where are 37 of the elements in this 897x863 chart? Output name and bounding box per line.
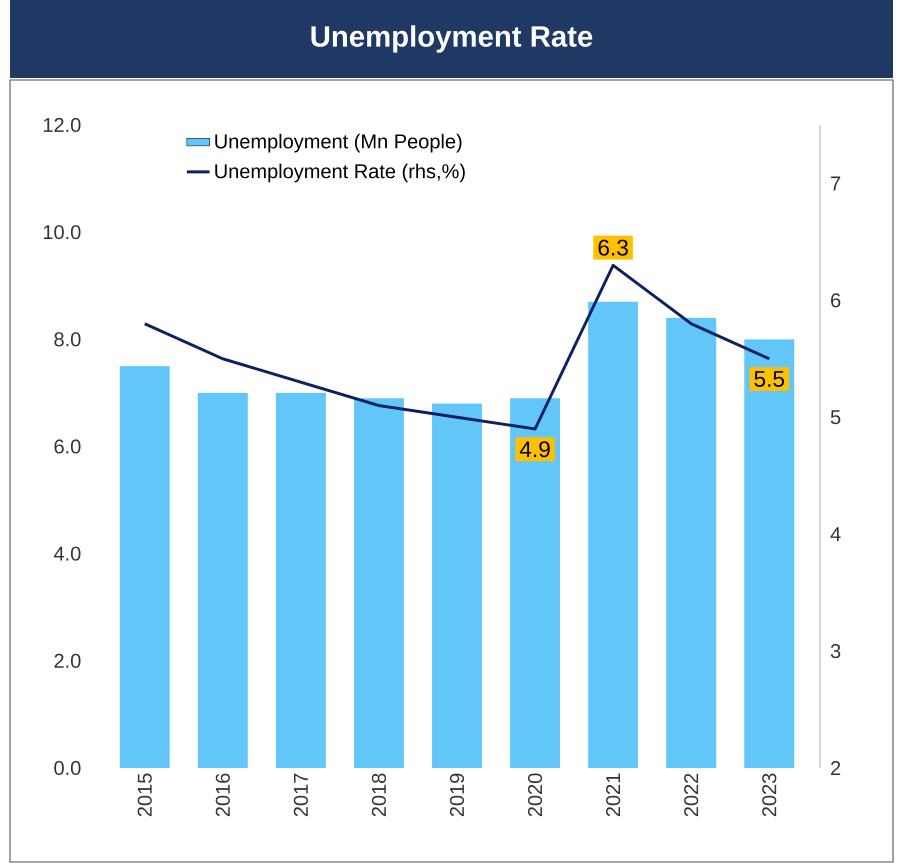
data-label: 5.5 [754, 371, 784, 387]
y-tick-label: 0.0 [54, 760, 80, 776]
y-tick-label: 2.0 [54, 654, 80, 668]
x-tick-label: 2015 [138, 774, 152, 816]
y2-tick-label: 7 [831, 176, 840, 190]
y2-tick-label: 3 [830, 644, 840, 658]
y2-tick-label: 4 [830, 527, 841, 542]
bar [432, 404, 482, 768]
chart-title: Unemployment Rate [311, 25, 592, 53]
y-tick-label: 12.0 [44, 118, 80, 132]
x-tick-label: 2021 [606, 774, 620, 816]
y2-tick-label: 2 [831, 761, 840, 775]
y-tick-label: 6.0 [54, 439, 80, 454]
bar [666, 318, 716, 768]
bar [744, 339, 794, 768]
x-tick-label: 2023 [762, 774, 776, 816]
x-tick-label: 2020 [528, 774, 542, 816]
bar [120, 366, 170, 768]
bar [510, 398, 560, 768]
y2-tick-label: 6 [831, 293, 840, 308]
x-tick-label: 2019 [450, 774, 464, 816]
y2-tick-label: 5 [830, 410, 840, 424]
bar [198, 392, 248, 768]
data-label: 4.9 [520, 441, 550, 458]
x-tick-label: 2016 [216, 774, 230, 816]
x-tick-label: 2022 [684, 774, 698, 816]
x-tick-label: 2018 [372, 774, 386, 816]
legend-label: Unemployment Rate (rhs,%) [215, 164, 465, 182]
x-tick-label: 2017 [294, 774, 308, 816]
y-tick-label: 4.0 [54, 546, 80, 561]
y-tick-label: 8.0 [54, 332, 80, 346]
data-label: 6.3 [598, 240, 628, 256]
y-tick-label: 10.0 [44, 225, 80, 240]
legend-label: Unemployment (Mn People) [215, 134, 462, 152]
bar [588, 302, 638, 768]
bar [354, 398, 404, 768]
bar [276, 392, 326, 768]
